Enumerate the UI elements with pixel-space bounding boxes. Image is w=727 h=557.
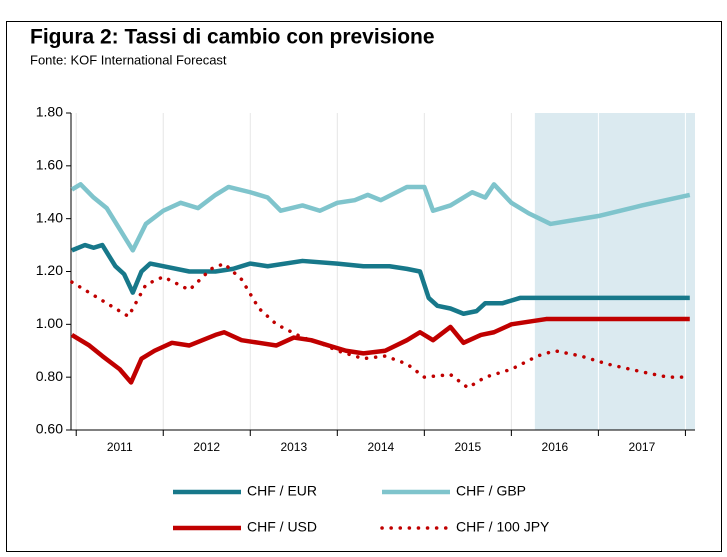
chart-subtitle: Fonte: KOF International Forecast xyxy=(30,52,227,67)
y-tick-label: 1.80 xyxy=(36,104,63,120)
series-line xyxy=(71,242,690,317)
legend-label: CHF / EUR xyxy=(247,483,317,499)
y-tick-label: 0.80 xyxy=(36,368,63,384)
x-tick-label: 2011 xyxy=(107,440,133,454)
x-tick-label: 2012 xyxy=(193,440,220,454)
frame xyxy=(6,21,722,552)
chart-title: Figura 2: Tassi di cambio con previsione xyxy=(30,26,435,49)
legend-label: CHF / USD xyxy=(247,519,317,535)
x-tick-label: 2013 xyxy=(280,440,307,454)
x-tick-label: 2015 xyxy=(455,440,482,454)
y-tick-label: 1.00 xyxy=(36,315,63,331)
series-line xyxy=(70,182,691,253)
legend-label: CHF / GBP xyxy=(456,483,526,499)
x-tick-label: 2017 xyxy=(629,440,656,454)
series-line xyxy=(70,261,692,390)
legend-label: CHF / 100 JPY xyxy=(456,519,550,535)
forecast-area xyxy=(534,113,695,430)
y-tick-label: 1.20 xyxy=(36,262,63,278)
y-tick-label: 1.60 xyxy=(36,157,63,173)
x-tick-label: 2014 xyxy=(367,440,394,454)
y-tick-label: 0.60 xyxy=(36,421,63,437)
series-line xyxy=(70,316,690,385)
x-tick-label: 2016 xyxy=(542,440,569,454)
y-tick-label: 1.40 xyxy=(36,209,63,225)
